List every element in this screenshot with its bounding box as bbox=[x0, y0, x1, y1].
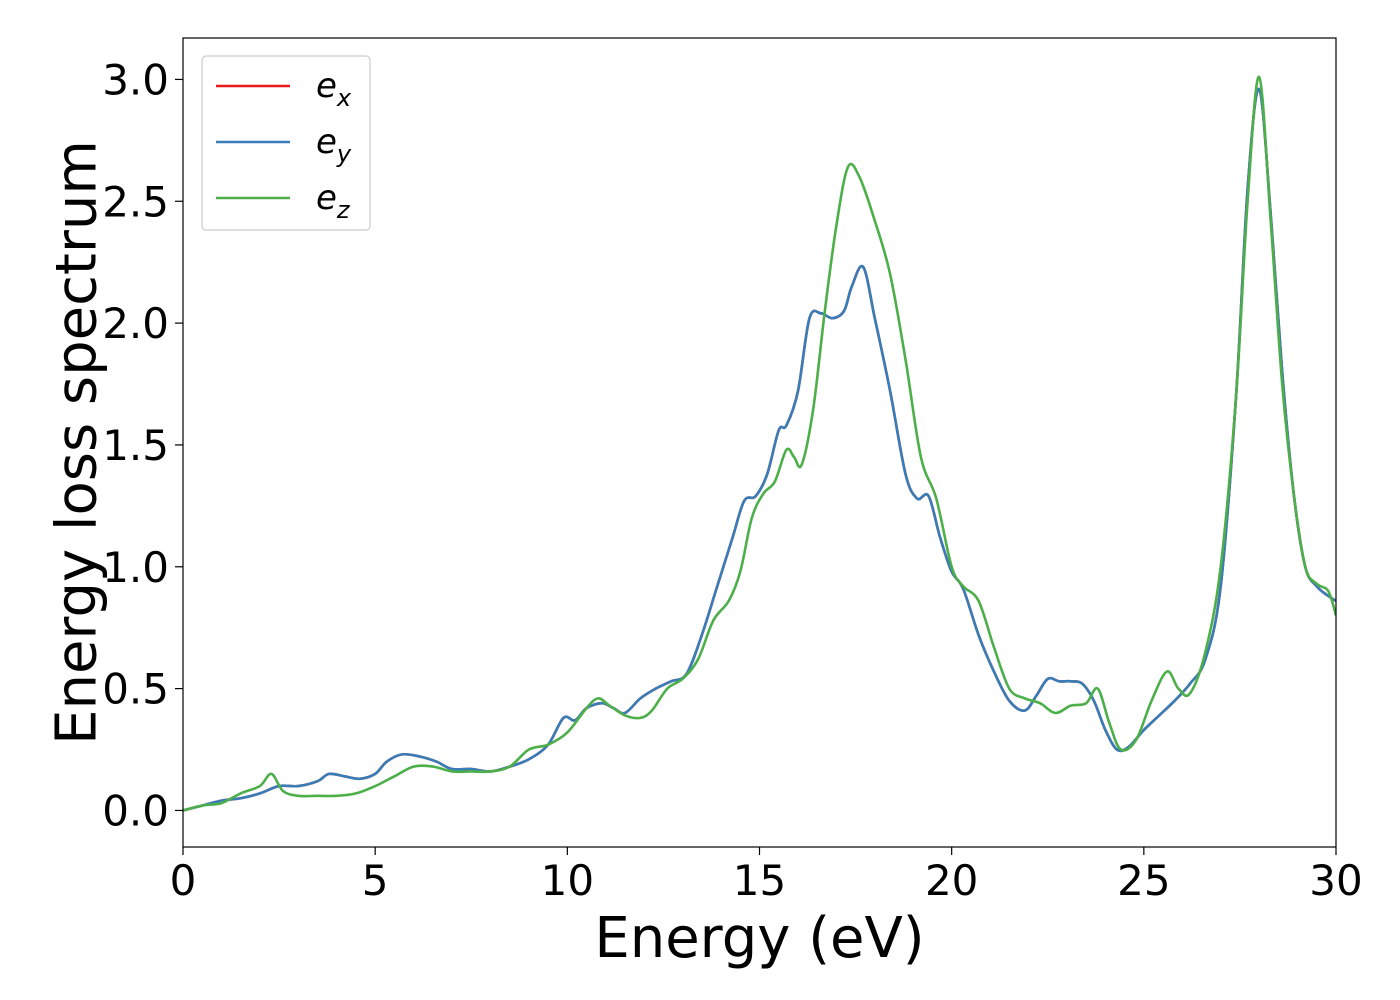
legend-label-y: ey bbox=[316, 122, 352, 168]
x-tick-label: 20 bbox=[925, 856, 978, 905]
x-tick-label: 0 bbox=[170, 856, 197, 905]
x-tick-label: 5 bbox=[362, 856, 389, 905]
legend-label-z: ez bbox=[316, 178, 351, 224]
y-tick-label: 1.5 bbox=[102, 421, 169, 470]
legend-label-subscript: y bbox=[336, 140, 352, 168]
x-tick-label: 25 bbox=[1117, 856, 1170, 905]
x-tick-label: 15 bbox=[733, 856, 786, 905]
legend-label-base: e bbox=[316, 122, 337, 162]
legend-label-subscript: z bbox=[336, 196, 351, 224]
y-tick-label: 0.0 bbox=[102, 786, 169, 835]
x-tick-label: 10 bbox=[541, 856, 594, 905]
series-line-z bbox=[183, 75, 1336, 812]
x-axis-ticks: 0 5 10 15 20 25 30 bbox=[170, 847, 1363, 905]
legend-label-base: e bbox=[316, 66, 337, 106]
y-axis-ticks: 0.0 0.5 1.0 1.5 2.0 2.5 3.0 bbox=[102, 55, 183, 835]
plot-frame bbox=[182, 37, 1337, 848]
y-axis-label: Energy loss spectrum bbox=[45, 140, 110, 745]
legend-label-subscript: x bbox=[336, 84, 352, 112]
y-tick-label: 3.0 bbox=[102, 55, 169, 104]
legend-label-x: ex bbox=[316, 66, 352, 112]
plot-area: 0 5 10 15 20 25 30 0.0 0.5 1.0 1.5 2.0 2.5 3.0 bbox=[102, 37, 1363, 905]
legend-label-base: e bbox=[316, 178, 337, 218]
y-tick-label: 2.5 bbox=[102, 177, 169, 226]
y-tick-label: 2.0 bbox=[102, 299, 169, 348]
x-tick-label: 30 bbox=[1309, 856, 1362, 905]
x-axis-label: Energy (eV) bbox=[594, 906, 924, 971]
y-tick-label: 0.5 bbox=[102, 665, 169, 714]
y-tick-label: 1.0 bbox=[102, 543, 169, 592]
plot-background bbox=[183, 38, 1336, 847]
series-lines bbox=[183, 75, 1336, 812]
